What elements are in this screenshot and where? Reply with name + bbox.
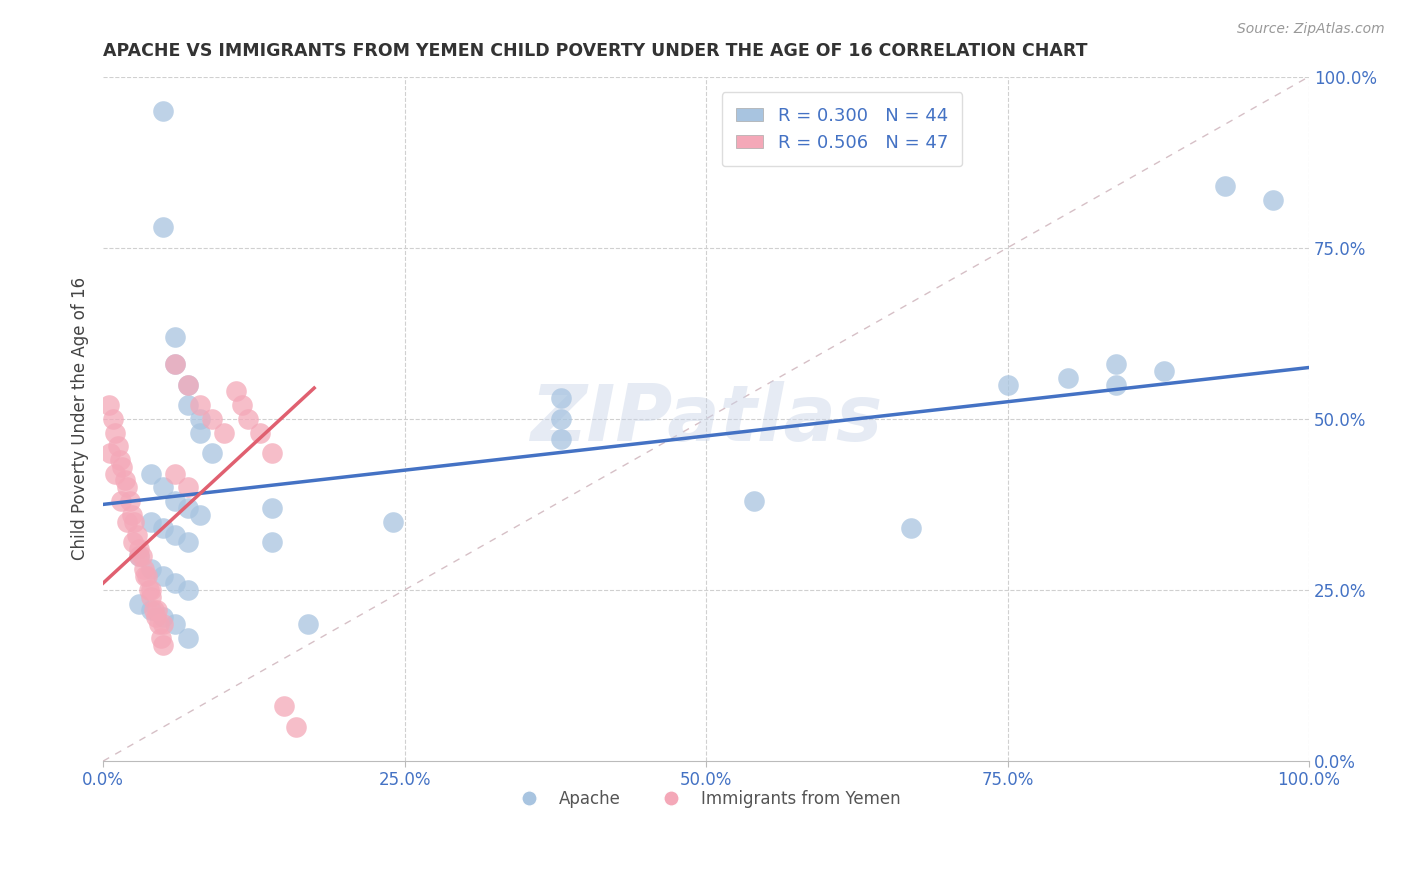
Point xyxy=(188,508,211,522)
Point xyxy=(152,610,174,624)
Text: APACHE VS IMMIGRANTS FROM YEMEN CHILD POVERTY UNDER THE AGE OF 16 CORRELATION CH: APACHE VS IMMIGRANTS FROM YEMEN CHILD PO… xyxy=(103,42,1088,60)
Point xyxy=(900,521,922,535)
Point xyxy=(108,453,131,467)
Point xyxy=(165,617,187,632)
Point xyxy=(152,569,174,583)
Point xyxy=(141,590,163,604)
Point xyxy=(146,603,169,617)
Point xyxy=(152,480,174,494)
Point xyxy=(152,521,174,535)
Point xyxy=(744,494,766,508)
Point xyxy=(176,398,198,412)
Point xyxy=(231,398,253,412)
Point xyxy=(122,535,145,549)
Point xyxy=(1057,371,1080,385)
Point xyxy=(285,720,308,734)
Point xyxy=(141,582,163,597)
Point xyxy=(134,562,156,576)
Point xyxy=(165,467,187,481)
Point xyxy=(131,549,153,563)
Point xyxy=(165,329,187,343)
Point xyxy=(188,412,211,426)
Legend: Apache, Immigrants from Yemen: Apache, Immigrants from Yemen xyxy=(505,783,907,814)
Point xyxy=(141,467,163,481)
Point xyxy=(188,398,211,412)
Point xyxy=(101,412,124,426)
Point xyxy=(1261,193,1284,207)
Point xyxy=(1105,357,1128,371)
Point xyxy=(125,528,148,542)
Point xyxy=(128,597,150,611)
Point xyxy=(117,515,139,529)
Text: ZIPatlas: ZIPatlas xyxy=(530,381,882,457)
Point xyxy=(165,528,187,542)
Point xyxy=(165,357,187,371)
Point xyxy=(141,515,163,529)
Point xyxy=(260,535,283,549)
Point xyxy=(141,562,163,576)
Point xyxy=(176,377,198,392)
Point xyxy=(152,220,174,235)
Point xyxy=(1213,179,1236,194)
Point xyxy=(142,603,165,617)
Point xyxy=(550,412,572,426)
Point xyxy=(152,103,174,118)
Point xyxy=(124,515,146,529)
Point xyxy=(152,617,174,632)
Point xyxy=(260,500,283,515)
Point xyxy=(152,638,174,652)
Point xyxy=(550,433,572,447)
Point xyxy=(110,494,132,508)
Point xyxy=(128,549,150,563)
Point xyxy=(104,425,127,440)
Point xyxy=(236,412,259,426)
Point xyxy=(104,467,127,481)
Point xyxy=(98,446,121,460)
Point xyxy=(550,392,572,406)
Point xyxy=(176,480,198,494)
Point xyxy=(145,610,167,624)
Point xyxy=(201,446,224,460)
Point xyxy=(121,508,143,522)
Point xyxy=(165,357,187,371)
Point xyxy=(128,549,150,563)
Point xyxy=(212,425,235,440)
Point xyxy=(141,603,163,617)
Point xyxy=(165,576,187,591)
Point xyxy=(114,474,136,488)
Point xyxy=(381,515,404,529)
Point xyxy=(176,535,198,549)
Point xyxy=(117,480,139,494)
Point xyxy=(165,494,187,508)
Point xyxy=(1153,364,1175,378)
Point xyxy=(225,384,247,399)
Point xyxy=(273,699,295,714)
Point xyxy=(134,569,156,583)
Point xyxy=(111,459,134,474)
Point xyxy=(260,446,283,460)
Point xyxy=(1105,377,1128,392)
Point xyxy=(176,377,198,392)
Point xyxy=(297,617,319,632)
Y-axis label: Child Poverty Under the Age of 16: Child Poverty Under the Age of 16 xyxy=(72,277,89,560)
Point xyxy=(249,425,271,440)
Point xyxy=(201,412,224,426)
Point xyxy=(188,425,211,440)
Point xyxy=(176,631,198,645)
Point xyxy=(997,377,1019,392)
Point xyxy=(135,569,157,583)
Point xyxy=(150,631,173,645)
Point xyxy=(176,582,198,597)
Point xyxy=(128,541,150,556)
Point xyxy=(138,582,160,597)
Point xyxy=(176,500,198,515)
Point xyxy=(148,617,170,632)
Point xyxy=(98,398,121,412)
Text: Source: ZipAtlas.com: Source: ZipAtlas.com xyxy=(1237,22,1385,37)
Point xyxy=(107,439,129,453)
Point xyxy=(118,494,141,508)
